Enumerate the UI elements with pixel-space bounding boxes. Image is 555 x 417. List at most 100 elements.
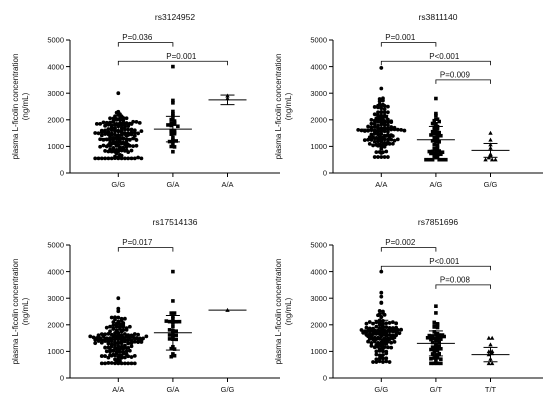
y-axis-label: plasma L-ficolin concentration(ng/mL)	[11, 54, 30, 160]
data-point	[131, 119, 136, 124]
data-point	[432, 349, 437, 354]
data-point	[111, 145, 116, 150]
data-point	[435, 347, 440, 351]
data-point	[174, 319, 178, 324]
data-point	[434, 358, 438, 362]
data-point	[440, 157, 445, 162]
data-point	[439, 133, 443, 138]
y-axis-label: plasma L-ficolin concentration(ng/mL)	[274, 259, 293, 365]
y-tick-label: 0	[323, 169, 327, 178]
data-point	[127, 324, 132, 329]
data-point	[424, 157, 428, 162]
chart-panel-4: rs7851696 plasma L-ficolin concentration(…	[274, 217, 543, 394]
data-point	[374, 352, 379, 357]
data-point	[434, 117, 438, 121]
data-point	[390, 320, 395, 325]
data-point	[114, 117, 119, 121]
y-axis-label-line-1: plasma L-ficolin concentration	[11, 259, 20, 365]
data-point	[371, 321, 375, 326]
data-point	[109, 131, 114, 136]
y-tick-label: 1000	[310, 347, 327, 356]
data-point	[119, 316, 124, 321]
data-point	[113, 357, 117, 362]
data-point	[371, 360, 375, 364]
x-tick-label: A/A	[221, 180, 233, 189]
data-point	[389, 133, 394, 138]
data-point	[435, 143, 440, 147]
data-point	[103, 123, 107, 128]
data-point	[376, 341, 380, 345]
data-point	[430, 340, 435, 345]
data-point	[129, 127, 134, 132]
data-point	[116, 306, 121, 311]
data-point	[99, 128, 104, 133]
data-point	[113, 345, 117, 350]
data-point	[381, 360, 385, 364]
data-point	[177, 319, 182, 324]
data-point	[435, 331, 440, 336]
data-point	[108, 120, 112, 125]
data-point	[111, 323, 116, 328]
y-tick-label: 5000	[47, 241, 64, 250]
data-point	[104, 120, 109, 125]
data-point	[432, 143, 437, 147]
data-point	[392, 339, 397, 344]
y-tick-label: 4000	[47, 267, 64, 276]
data-point	[108, 141, 112, 145]
data-point	[101, 120, 106, 125]
data-point	[384, 325, 389, 329]
data-point	[369, 121, 374, 126]
x-tick-label: G/G	[111, 180, 125, 189]
data-point	[384, 359, 389, 364]
data-point	[127, 121, 132, 126]
data-point	[432, 330, 437, 334]
data-point	[392, 138, 397, 143]
data-point	[432, 127, 437, 132]
chart-panel-2: rs3811140 plasma L-ficolin concentration(…	[274, 12, 543, 189]
data-point	[129, 344, 134, 349]
data-point	[430, 129, 435, 134]
data-point	[381, 309, 385, 314]
data-point	[171, 142, 175, 146]
data-point	[109, 315, 114, 320]
data-point	[374, 116, 379, 121]
data-point	[104, 349, 109, 354]
data-point	[167, 319, 172, 324]
data-point	[394, 325, 399, 330]
data-point	[167, 337, 172, 341]
data-point	[129, 338, 134, 343]
data-point	[374, 150, 379, 155]
data-point	[377, 150, 382, 154]
data-point	[439, 361, 443, 366]
p-value-label: P=0.008	[440, 275, 471, 284]
chart-title: rs3811140	[419, 12, 458, 22]
data-point	[103, 345, 107, 350]
data-point	[98, 121, 103, 126]
data-point	[435, 152, 440, 157]
data-point	[390, 326, 395, 330]
data-point	[386, 110, 390, 115]
data-point	[124, 352, 129, 357]
y-axis-label: plasma L-ficolin concentration(ng/mL)	[11, 259, 30, 365]
data-point	[430, 345, 435, 349]
data-point	[171, 109, 175, 114]
p-value-label: P=0.001	[166, 52, 197, 61]
data-point	[99, 361, 104, 366]
data-point	[164, 319, 169, 323]
data-point	[386, 120, 390, 125]
data-point	[379, 155, 384, 159]
data-point	[430, 149, 435, 154]
data-point	[126, 156, 131, 161]
significance-bracket	[380, 42, 437, 47]
significance-bracket	[117, 247, 174, 252]
data-point	[132, 332, 137, 336]
data-point	[108, 116, 112, 121]
data-point	[172, 311, 177, 315]
data-point	[109, 361, 114, 365]
data-point	[172, 129, 177, 133]
data-point	[91, 335, 96, 340]
data-point	[129, 130, 134, 135]
data-point	[171, 149, 175, 154]
data-point	[389, 119, 394, 124]
